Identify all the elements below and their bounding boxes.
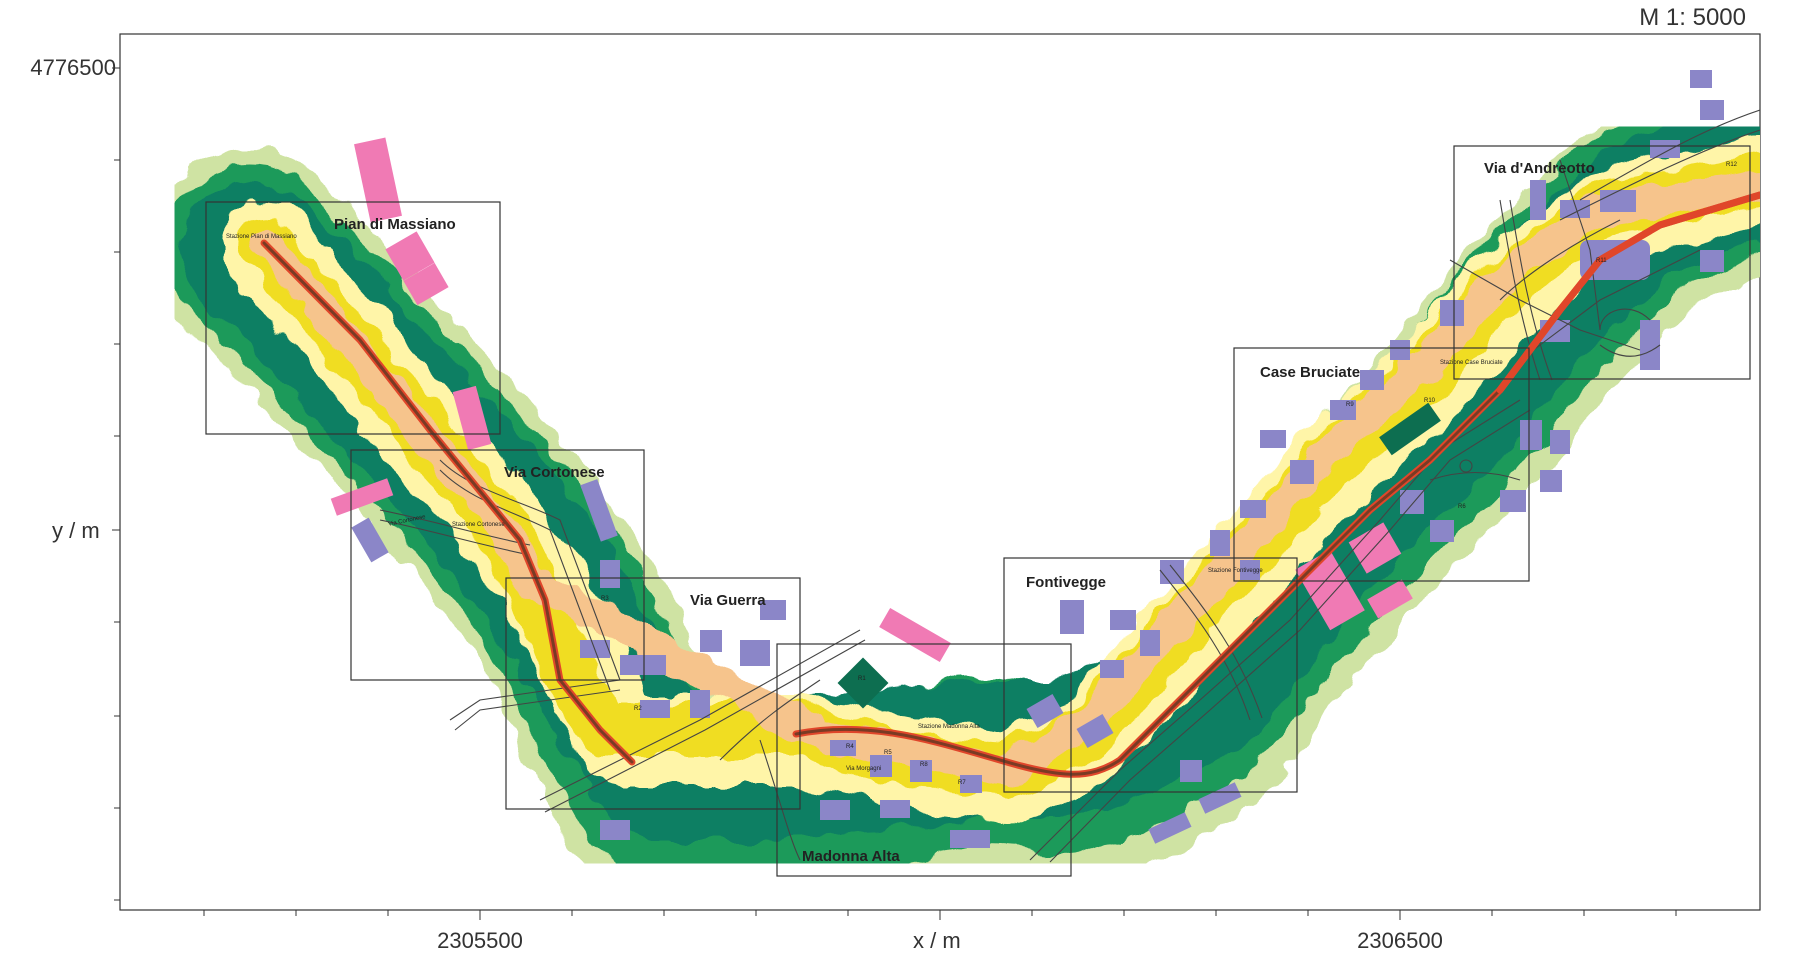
zone-box-via-cortonese xyxy=(350,449,645,681)
zone-label: Madonna Alta xyxy=(802,848,900,865)
zone-label: Via d'Andreotto xyxy=(1484,160,1595,177)
receptor-label: R3 xyxy=(601,596,609,602)
receptor-label: R5 xyxy=(884,750,892,756)
roads xyxy=(379,109,1760,863)
building-dark xyxy=(1379,402,1441,456)
scale-label: M 1: 5000 xyxy=(1639,4,1746,31)
x-axis-title: x / m xyxy=(913,928,961,953)
y-tick-label: 4776500 xyxy=(30,55,116,80)
station-label: Stazione Fontivegge xyxy=(1208,568,1263,574)
zone-label: Pian di Massiano xyxy=(334,216,456,233)
zone-box-via-dandreotto xyxy=(1453,145,1751,380)
station-label: Stazione Pian di Massiano xyxy=(226,234,297,240)
tram-line xyxy=(260,191,1760,778)
x-tick-label: 2306500 xyxy=(1357,928,1443,953)
building-dark xyxy=(837,657,889,709)
receptor-label: R9 xyxy=(1346,402,1354,408)
buildings-residential xyxy=(351,70,1724,848)
receptor-label: R8 xyxy=(920,762,928,768)
station-label: Stazione Cortonese xyxy=(452,522,505,528)
station-label: Stazione Case Bruciate xyxy=(1440,360,1503,366)
zone-label: Via Guerra xyxy=(690,592,766,609)
zone-label: Case Bruciate xyxy=(1260,364,1361,381)
street-label: Via Morgagni xyxy=(846,766,882,772)
zone-box-pian-di-massiano xyxy=(205,201,501,435)
zone-box-case-bruciate xyxy=(1233,347,1530,582)
receptor-label: R2 xyxy=(634,706,642,712)
receptor-label: R1 xyxy=(858,676,866,682)
receptor-label: R7 xyxy=(958,780,966,786)
receptor-label: R12 xyxy=(1726,162,1738,168)
y-axis xyxy=(112,67,120,901)
receptor-label: R11 xyxy=(1596,258,1607,264)
zone-box-via-guerra xyxy=(505,577,801,810)
x-tick-label: 2305500 xyxy=(437,928,523,953)
zone-box-madonna-alta xyxy=(776,643,1072,877)
zone-label: Fontivegge xyxy=(1026,574,1107,591)
zone-box-fontivegge xyxy=(1003,557,1298,793)
zone-label: Via Cortonese xyxy=(504,464,605,481)
x-axis xyxy=(203,910,1677,920)
receptor-label: R10 xyxy=(1424,398,1436,404)
noise-band-peach xyxy=(255,170,1760,785)
station-label: Stazione Madonna Alta xyxy=(918,724,980,730)
y-axis-title: y / m xyxy=(52,518,100,543)
receptor-label: R6 xyxy=(1458,504,1466,510)
buildings-special xyxy=(330,137,1413,663)
receptor-label: R4 xyxy=(846,744,854,750)
